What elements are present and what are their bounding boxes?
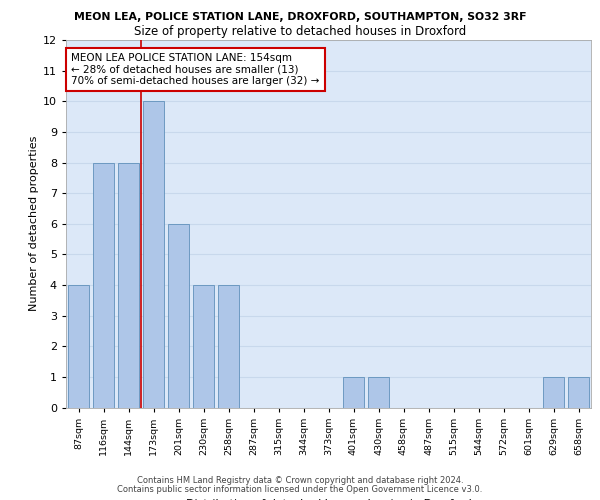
Text: MEON LEA POLICE STATION LANE: 154sqm
← 28% of detached houses are smaller (13)
7: MEON LEA POLICE STATION LANE: 154sqm ← 2…	[71, 53, 320, 86]
Bar	[368, 377, 389, 408]
Text: Contains HM Land Registry data © Crown copyright and database right 2024.: Contains HM Land Registry data © Crown c…	[137, 476, 463, 485]
Bar	[193, 285, 214, 408]
Bar	[68, 285, 89, 408]
Bar	[143, 102, 164, 407]
Bar	[543, 377, 564, 408]
Bar	[118, 162, 139, 408]
Text: Contains public sector information licensed under the Open Government Licence v3: Contains public sector information licen…	[118, 485, 482, 494]
Bar	[568, 377, 589, 408]
Bar	[168, 224, 189, 408]
Y-axis label: Number of detached properties: Number of detached properties	[29, 136, 38, 312]
Text: Size of property relative to detached houses in Droxford: Size of property relative to detached ho…	[134, 25, 466, 38]
Bar	[218, 285, 239, 408]
Text: MEON LEA, POLICE STATION LANE, DROXFORD, SOUTHAMPTON, SO32 3RF: MEON LEA, POLICE STATION LANE, DROXFORD,…	[74, 12, 526, 22]
Bar	[93, 162, 114, 408]
Bar	[343, 377, 364, 408]
